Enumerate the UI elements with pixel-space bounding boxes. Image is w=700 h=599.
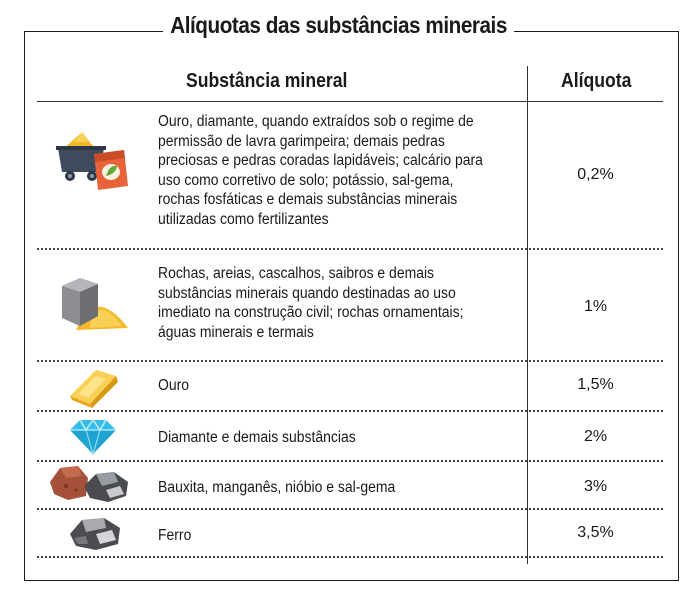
- page-title: Alíquotas das substâncias minerais: [163, 12, 515, 39]
- ore-rocks-icon: [46, 462, 134, 509]
- row-6-description: Ferro: [158, 527, 192, 544]
- row-divider: [37, 360, 663, 362]
- row-4-rate: 2%: [583, 428, 608, 445]
- iron-ore-icon: [66, 514, 124, 557]
- row-3-description: Ouro: [158, 377, 190, 394]
- row-divider: [37, 508, 663, 510]
- header-rate: Alíquota: [561, 70, 632, 92]
- row-5-rate: 3%: [583, 478, 608, 495]
- row-2-description: Rochas, areias, cascalhos, saibros e dem…: [158, 265, 464, 341]
- row-4-description: Diamante e demais substâncias: [158, 429, 356, 446]
- row-divider: [37, 410, 663, 412]
- row-6-rate: 3,5%: [577, 524, 614, 541]
- row-5-description: Bauxita, manganês, nióbio e sal-gema: [158, 479, 396, 496]
- mining-cart-fertilizer-icon: [52, 128, 132, 213]
- row-3-rate: 1,5%: [577, 376, 614, 393]
- gold-bar-icon: [66, 366, 122, 413]
- stone-block-sand-icon: [56, 272, 132, 341]
- row-2-rate: 1%: [583, 298, 608, 315]
- row-divider: [37, 460, 663, 462]
- column-divider: [527, 66, 528, 564]
- header-substance: Substância mineral: [186, 70, 348, 92]
- row-1-rate: 0,2%: [577, 166, 614, 183]
- diamond-icon: [68, 418, 118, 461]
- row-divider: [37, 556, 663, 558]
- row-divider: [37, 248, 663, 250]
- header-divider: [37, 101, 663, 102]
- row-1-description: Ouro, diamante, quando extraídos sob o r…: [158, 113, 483, 228]
